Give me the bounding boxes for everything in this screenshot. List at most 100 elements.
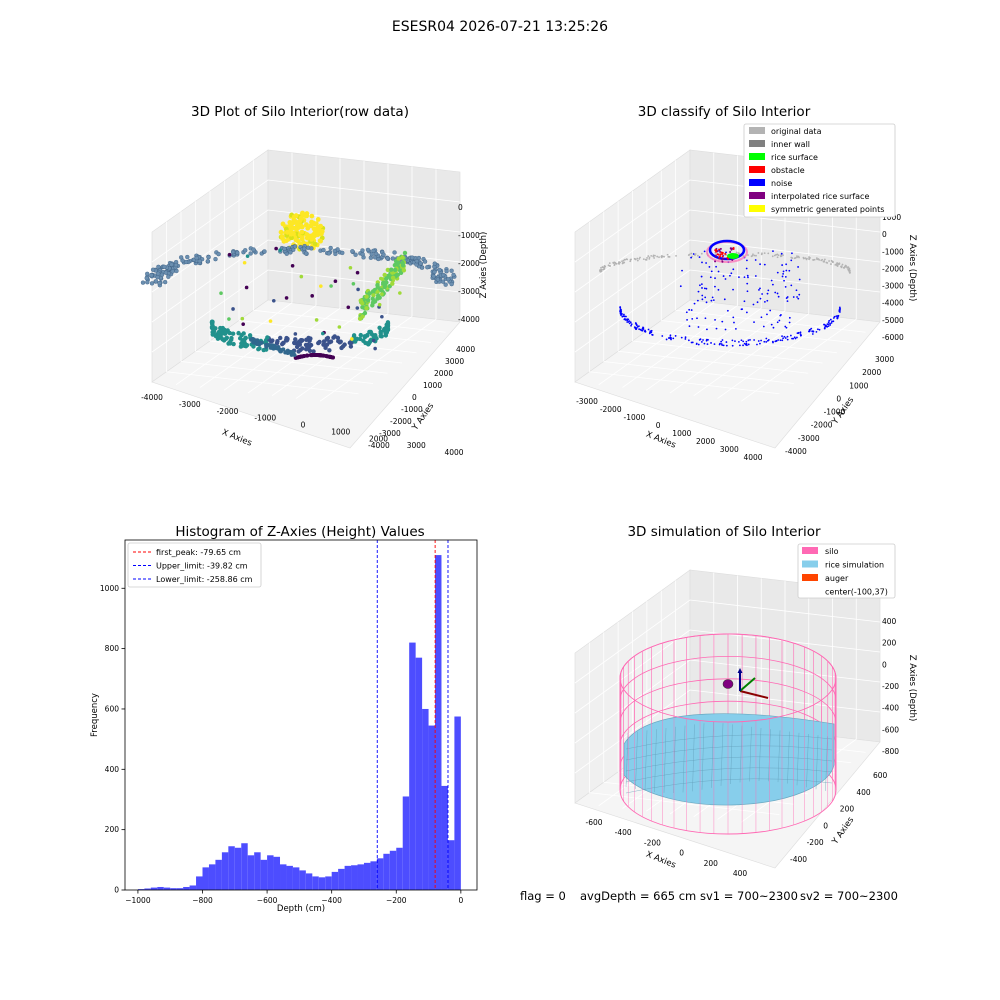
histogram-bar	[247, 855, 255, 890]
classify-point	[784, 285, 787, 288]
raw-point	[305, 225, 311, 231]
histogram-bar	[305, 873, 313, 890]
undefined: 0	[823, 821, 828, 830]
classify-point	[680, 336, 683, 339]
undefined: 2000	[434, 369, 453, 378]
classify-point	[692, 253, 695, 255]
rice-mesh-line	[720, 723, 724, 786]
classify-point	[720, 343, 723, 345]
undefined: -800	[882, 747, 899, 756]
classify-point	[690, 252, 693, 255]
histogram-bar	[447, 840, 455, 890]
raw-point	[217, 333, 222, 339]
classify-point	[838, 310, 841, 313]
raw-point	[389, 267, 394, 272]
classify-point	[841, 263, 844, 266]
grid-line	[319, 318, 437, 402]
raw-point	[166, 274, 171, 279]
undefined: 0	[836, 394, 841, 403]
raw-point	[305, 245, 311, 250]
histogram-bar	[260, 859, 268, 890]
raw-point	[149, 281, 155, 286]
raw-point	[194, 255, 199, 261]
classify-z-label: Z Axies (Depth)	[907, 235, 917, 302]
raw-point	[432, 269, 437, 275]
rice-mesh-line	[663, 727, 667, 793]
classify-point	[636, 324, 638, 327]
raw-point	[416, 255, 422, 261]
raw-point	[227, 339, 233, 345]
grid-line	[741, 318, 857, 402]
panel-simulation-title: 3D simulation of Silo Interior	[627, 524, 821, 540]
classify-point	[619, 261, 621, 264]
histogram-bars	[137, 555, 461, 890]
raw-point	[400, 255, 405, 260]
raw-point	[326, 251, 332, 256]
histogram-bar	[189, 885, 197, 890]
raw-point	[342, 342, 347, 347]
classify-point	[781, 339, 784, 342]
raw-point	[380, 292, 384, 296]
raw-point	[299, 274, 304, 279]
classify-point	[708, 266, 711, 268]
raw-point	[311, 349, 316, 354]
raw-point	[278, 229, 284, 235]
raw-point	[309, 236, 314, 242]
panel-raw-title: 3D Plot of Silo Interior(row data)	[191, 104, 409, 120]
classify-point	[602, 266, 605, 269]
raw-point	[210, 332, 215, 337]
classify-point	[770, 323, 773, 326]
classify-point	[645, 259, 648, 261]
raw-point	[267, 343, 272, 348]
classify-point	[599, 269, 601, 271]
histogram-bar	[280, 864, 287, 890]
histogram-bar	[137, 889, 145, 890]
undefined: -4000	[141, 393, 163, 402]
classify-point	[827, 323, 830, 326]
classify-point	[688, 253, 691, 256]
raw-point	[358, 332, 363, 338]
undefined: -3000	[798, 434, 820, 443]
raw-point	[329, 284, 333, 288]
raw-point	[375, 293, 381, 298]
raw-point	[351, 333, 357, 338]
classify-point	[835, 264, 838, 267]
classify-legend-label: symmetric generated points	[771, 205, 884, 214]
classify-point	[648, 332, 651, 335]
classify-point	[712, 299, 715, 301]
classify-point	[776, 292, 779, 295]
simulation-legend-swatch	[802, 547, 818, 554]
histogram-ytick-label: 800	[105, 644, 120, 653]
classify-point	[732, 248, 735, 251]
classify-point	[642, 258, 645, 261]
raw-point	[313, 221, 319, 227]
simulation-legend-swatch	[802, 560, 818, 568]
classify-point	[619, 309, 622, 312]
classify-point	[703, 342, 706, 345]
classify-point	[746, 259, 748, 262]
classify-point	[817, 258, 820, 260]
histogram-bar	[318, 877, 326, 890]
histogram-bar	[409, 642, 416, 890]
classify-point	[742, 340, 745, 343]
histogram-bar	[376, 858, 384, 890]
rice-mesh-line	[644, 730, 648, 791]
classify-point	[640, 329, 643, 332]
raw-point	[321, 247, 326, 253]
classify-point	[629, 321, 632, 324]
raw-point	[346, 305, 351, 310]
classify-point	[788, 316, 791, 319]
histogram-frame	[124, 539, 478, 891]
raw-point	[274, 246, 278, 251]
raw-point	[384, 276, 389, 281]
classify-point	[777, 295, 780, 298]
classify-point	[701, 298, 704, 301]
classify-point	[829, 324, 831, 326]
classify-point	[670, 338, 672, 341]
raw-point	[363, 340, 368, 346]
raw-point	[213, 256, 218, 262]
histogram-legend-label: Upper_limit: -39.82 cm	[156, 562, 248, 571]
classify-point	[792, 296, 795, 298]
classify-point	[656, 255, 659, 258]
classify-point	[722, 344, 725, 347]
